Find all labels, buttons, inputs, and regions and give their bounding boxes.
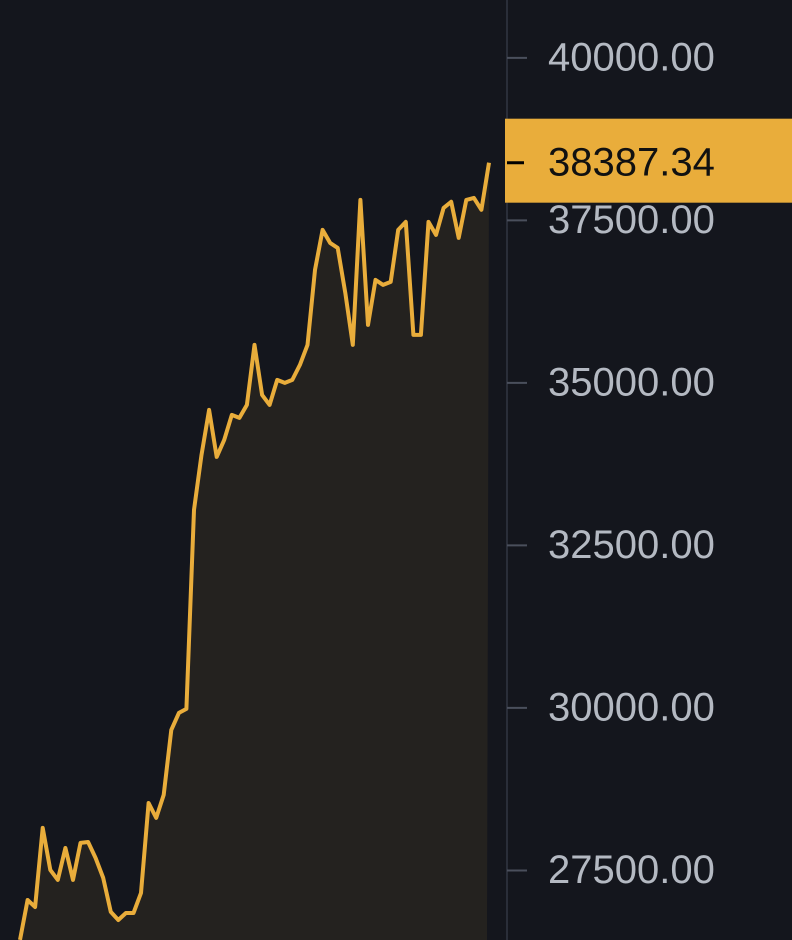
y-tick-label: 40000.00: [548, 35, 715, 79]
area-fill: [20, 162, 489, 940]
last-price-label: 38387.34: [548, 140, 715, 184]
y-tick-label: 27500.00: [548, 848, 715, 892]
y-tick-label: 30000.00: [548, 685, 715, 729]
last-price-box: [505, 118, 792, 203]
y-tick-label: 35000.00: [548, 360, 715, 404]
y-tick-label: 37500.00: [548, 198, 715, 242]
y-tick-label: 32500.00: [548, 523, 715, 567]
price-line: [18, 162, 491, 940]
